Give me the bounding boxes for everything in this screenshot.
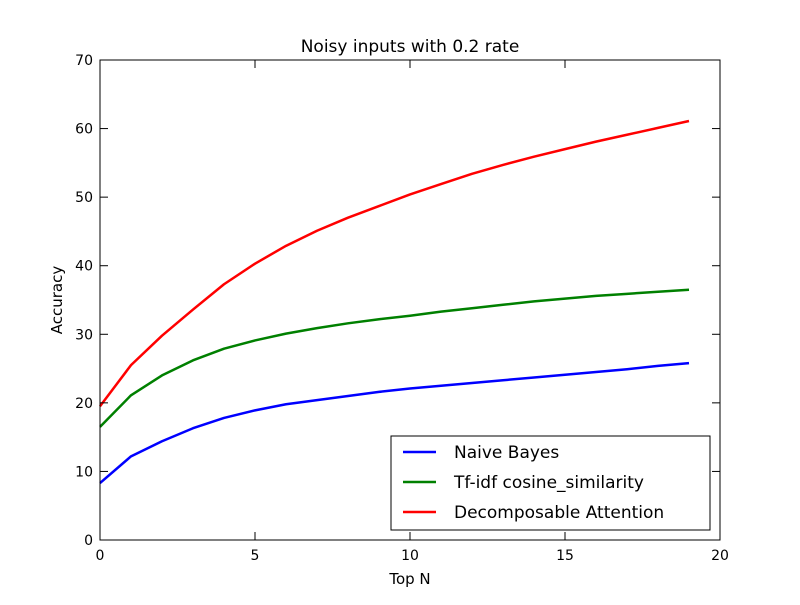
- x-axis-label: Top N: [388, 570, 430, 588]
- series-line-1: [99, 361, 690, 485]
- y-tick-label: 40: [75, 259, 93, 275]
- legend-label-2: Tf-idf cosine_similarity: [453, 473, 644, 493]
- series-line-2: [99, 288, 690, 428]
- y-tick-label: 20: [75, 396, 93, 412]
- x-tick-label: 20: [711, 548, 729, 564]
- y-tick-label: 0: [84, 533, 93, 549]
- x-tick-label: 0: [96, 548, 105, 564]
- y-tick-label: 50: [75, 190, 93, 206]
- legend-box: [390, 435, 711, 531]
- axes: 0 5 10 15 20 0 10 20 30 40 50 60 70: [75, 53, 729, 564]
- series-line-3: [99, 119, 690, 408]
- y-tick-label: 60: [75, 122, 93, 138]
- y-tick-label: 10: [75, 464, 93, 480]
- y-tick-label: 70: [75, 53, 93, 69]
- x-tick-label: 5: [251, 548, 260, 564]
- legend-label-3: Decomposable Attention: [454, 503, 664, 523]
- plot-area: [99, 119, 690, 485]
- x-tick-label: 10: [401, 548, 419, 564]
- y-axis-label: Accuracy: [48, 266, 66, 335]
- y-tick-label: 30: [75, 327, 93, 343]
- legend-label-1: Naive Bayes: [454, 443, 559, 463]
- legend: Naive Bayes Tf-idf cosine_similarity Decom…: [390, 435, 711, 531]
- x-tick-label: 15: [556, 548, 574, 564]
- chart-title: Noisy inputs with 0.2 rate: [301, 37, 520, 57]
